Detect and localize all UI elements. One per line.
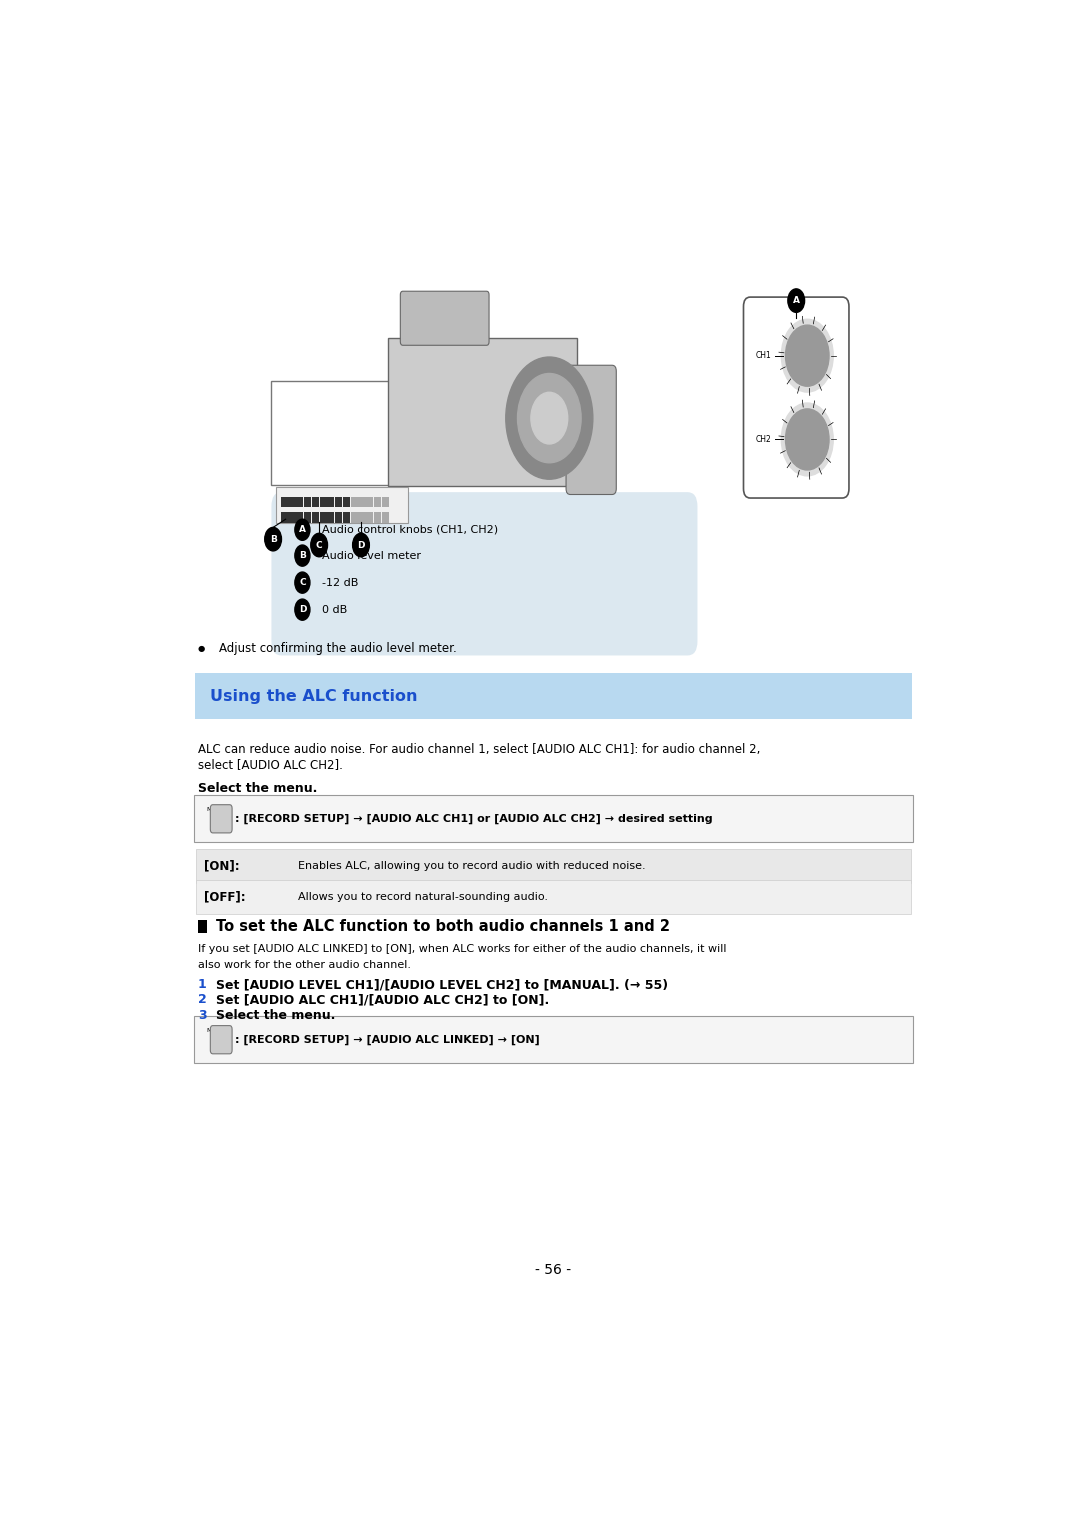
FancyBboxPatch shape: [197, 881, 910, 914]
Bar: [343, 497, 350, 508]
FancyBboxPatch shape: [388, 339, 577, 487]
Bar: [335, 497, 342, 508]
Text: 0 dB: 0 dB: [322, 604, 347, 615]
Text: MENU: MENU: [206, 1029, 225, 1033]
FancyBboxPatch shape: [211, 1025, 232, 1054]
Text: A: A: [793, 296, 799, 305]
Bar: [288, 513, 296, 523]
Text: B: B: [299, 551, 306, 560]
Bar: [374, 497, 381, 508]
Text: : [RECORD SETUP] → [AUDIO ALC LINKED] → [ON]: : [RECORD SETUP] → [AUDIO ALC LINKED] → …: [235, 1035, 540, 1045]
Text: Using the ALC function: Using the ALC function: [211, 688, 418, 703]
Circle shape: [788, 288, 805, 313]
Circle shape: [352, 533, 369, 557]
Bar: [296, 513, 303, 523]
Text: Set [AUDIO LEVEL CH1]/[AUDIO LEVEL CH2] to [MANUAL]. (→ 55): Set [AUDIO LEVEL CH1]/[AUDIO LEVEL CH2] …: [216, 978, 669, 990]
FancyBboxPatch shape: [271, 493, 698, 656]
Text: 1: 1: [198, 978, 206, 990]
FancyBboxPatch shape: [194, 1016, 913, 1064]
Circle shape: [265, 528, 282, 551]
Text: ALC can reduce audio noise. For audio channel 1, select [AUDIO ALC CH1]: for aud: ALC can reduce audio noise. For audio ch…: [198, 743, 760, 755]
FancyBboxPatch shape: [401, 291, 489, 345]
Text: Select the menu.: Select the menu.: [198, 781, 318, 795]
FancyBboxPatch shape: [743, 298, 849, 497]
Text: 3: 3: [198, 1009, 206, 1021]
Circle shape: [781, 403, 834, 476]
Bar: [359, 513, 366, 523]
Circle shape: [785, 409, 829, 470]
FancyBboxPatch shape: [195, 673, 912, 719]
Circle shape: [785, 325, 829, 386]
Text: Set [AUDIO ALC CH1]/[AUDIO ALC CH2] to [ON].: Set [AUDIO ALC CH1]/[AUDIO ALC CH2] to […: [216, 993, 550, 1006]
Bar: [382, 497, 389, 508]
Text: 2: 2: [198, 993, 206, 1006]
Circle shape: [295, 545, 310, 566]
Text: [ON]:: [ON]:: [204, 859, 240, 873]
Bar: [351, 513, 357, 523]
Text: Adjust confirming the audio level meter.: Adjust confirming the audio level meter.: [218, 642, 457, 655]
Text: MENU: MENU: [206, 807, 225, 812]
Bar: [366, 513, 374, 523]
Text: B: B: [270, 534, 276, 543]
Bar: [296, 497, 303, 508]
Bar: [320, 513, 326, 523]
Circle shape: [295, 600, 310, 620]
Bar: [374, 513, 381, 523]
Bar: [335, 513, 342, 523]
Circle shape: [295, 572, 310, 594]
Bar: [312, 513, 319, 523]
Text: select [AUDIO ALC CH2].: select [AUDIO ALC CH2].: [198, 758, 342, 771]
Text: Select the menu.: Select the menu.: [216, 1009, 336, 1021]
Circle shape: [781, 319, 834, 392]
Bar: [320, 497, 326, 508]
Text: To set the ALC function to both audio channels 1 and 2: To set the ALC function to both audio ch…: [216, 919, 671, 934]
FancyBboxPatch shape: [271, 380, 426, 485]
Text: : [RECORD SETUP] → [AUDIO ALC CH1] or [AUDIO ALC CH2] → desired setting: : [RECORD SETUP] → [AUDIO ALC CH1] or [A…: [235, 813, 713, 824]
Text: Enables ALC, allowing you to record audio with reduced noise.: Enables ALC, allowing you to record audi…: [298, 861, 646, 871]
Bar: [281, 497, 287, 508]
Text: CH1: CH1: [756, 351, 772, 360]
Text: Allows you to record natural-sounding audio.: Allows you to record natural-sounding au…: [298, 891, 549, 902]
FancyBboxPatch shape: [566, 365, 617, 494]
Text: Audio control knobs (CH1, CH2): Audio control knobs (CH1, CH2): [322, 525, 498, 534]
Text: Audio level meter: Audio level meter: [322, 551, 420, 560]
Text: [OFF]:: [OFF]:: [204, 891, 246, 903]
Bar: [312, 497, 319, 508]
Bar: [327, 513, 335, 523]
Text: D: D: [357, 540, 365, 549]
Circle shape: [295, 519, 310, 540]
Text: also work for the other audio channel.: also work for the other audio channel.: [198, 960, 410, 969]
Bar: [303, 513, 311, 523]
Circle shape: [311, 533, 327, 557]
Text: C: C: [299, 578, 306, 588]
FancyBboxPatch shape: [194, 795, 913, 842]
Bar: [288, 497, 296, 508]
Bar: [351, 497, 357, 508]
Bar: [382, 513, 389, 523]
Text: If you set [AUDIO ALC LINKED] to [ON], when ALC works for either of the audio ch: If you set [AUDIO ALC LINKED] to [ON], w…: [198, 945, 726, 954]
Bar: [366, 497, 374, 508]
Text: C: C: [315, 540, 323, 549]
Text: ●: ●: [198, 644, 205, 653]
Bar: [303, 497, 311, 508]
Text: D: D: [299, 606, 306, 613]
Text: CH2: CH2: [756, 435, 772, 444]
Circle shape: [517, 374, 581, 462]
FancyBboxPatch shape: [197, 850, 910, 884]
Text: -12 dB: -12 dB: [322, 578, 359, 588]
Bar: [327, 497, 335, 508]
Bar: [198, 920, 207, 934]
Circle shape: [531, 392, 568, 444]
Bar: [281, 513, 287, 523]
Text: - 56 -: - 56 -: [536, 1264, 571, 1277]
Bar: [343, 513, 350, 523]
FancyBboxPatch shape: [211, 804, 232, 833]
FancyBboxPatch shape: [276, 487, 408, 523]
Circle shape: [505, 357, 593, 479]
Bar: [359, 497, 366, 508]
Text: A: A: [299, 525, 306, 534]
